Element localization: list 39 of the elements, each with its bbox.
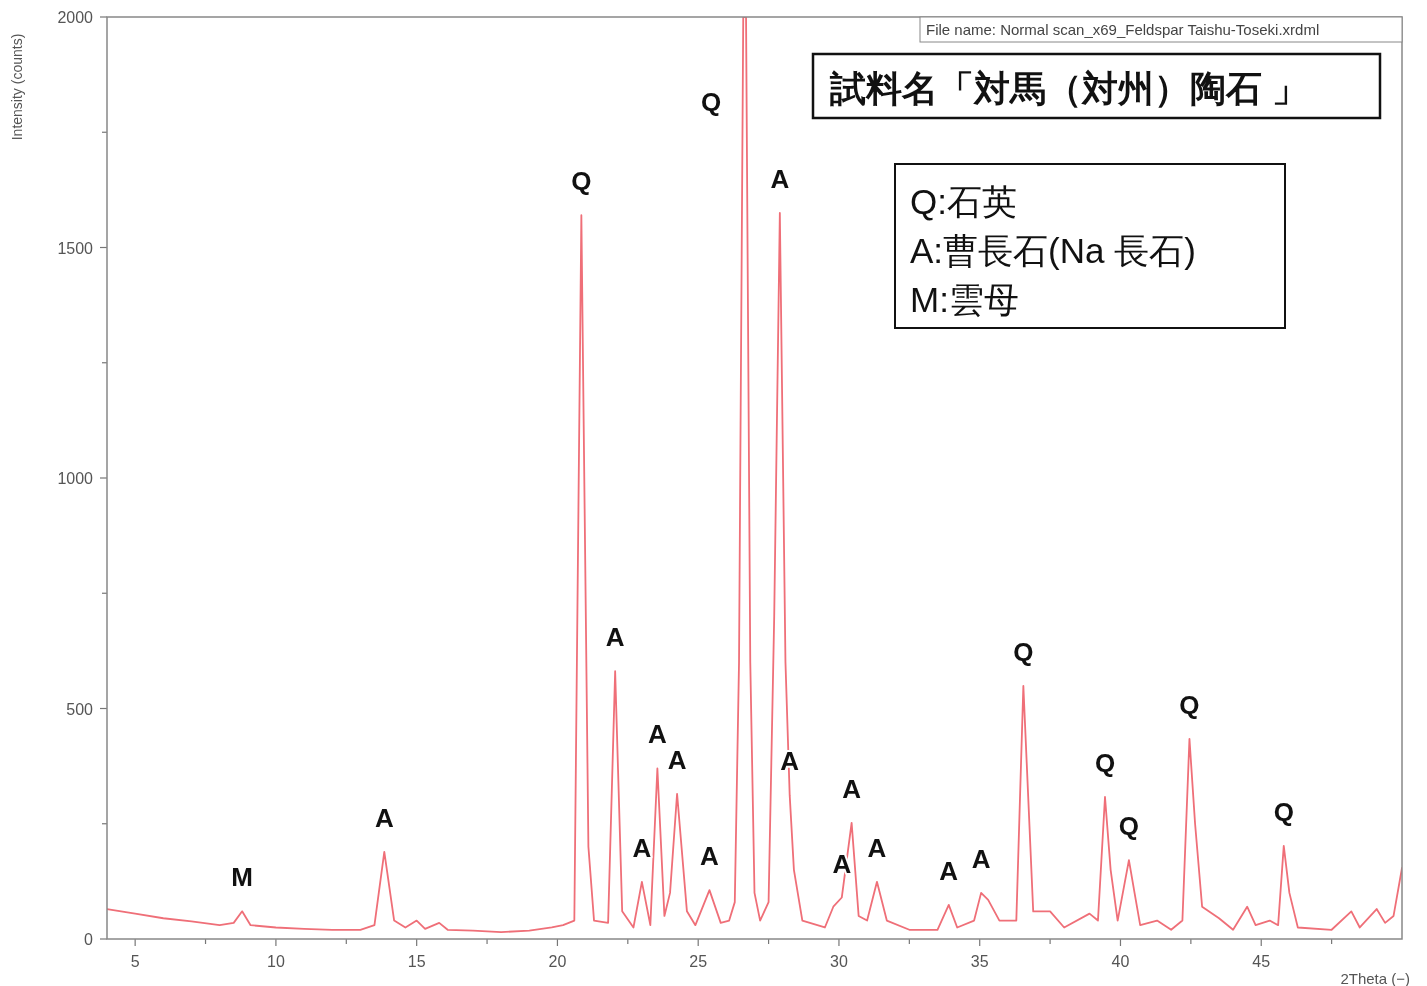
chart-title: 試料名「対馬（対州）陶石 」 bbox=[830, 68, 1309, 109]
x-tick-label: 5 bbox=[130, 953, 140, 970]
annotation: A bbox=[374, 802, 394, 833]
x-tick-label: 15 bbox=[407, 953, 426, 970]
x-tick-label: 20 bbox=[548, 953, 567, 970]
y-axis-title: Intensity (counts) bbox=[9, 33, 25, 141]
annotation: A bbox=[647, 719, 667, 750]
x-tick-label: 10 bbox=[267, 953, 285, 970]
annotation: File name: Normal scan_x69_Feldspar Taishu-Toseki.xrdml bbox=[926, 21, 1320, 38]
y-tick-label: 1000 bbox=[57, 470, 94, 487]
annotation: Q bbox=[1118, 811, 1140, 842]
x-tick-label: 25 bbox=[689, 953, 708, 970]
annotation: A bbox=[770, 163, 790, 194]
annotation: Q bbox=[1013, 636, 1034, 667]
y-tick-label: 0 bbox=[84, 931, 94, 948]
x-tick-label: 45 bbox=[1252, 953, 1271, 970]
annotation: A bbox=[971, 843, 991, 874]
y-tick-label: 1500 bbox=[57, 239, 94, 257]
annotation: Q bbox=[701, 87, 722, 117]
x-tick-label: 35 bbox=[970, 953, 989, 970]
annotation: Q:石英 bbox=[910, 182, 1017, 221]
y-tick-label: 2000 bbox=[57, 9, 94, 26]
annotation: M bbox=[231, 862, 253, 893]
x-tick-label: 30 bbox=[830, 953, 848, 970]
annotation: A bbox=[632, 832, 652, 863]
annotation: A bbox=[667, 744, 687, 775]
annotation: A bbox=[605, 622, 625, 653]
annotation: Q bbox=[1094, 748, 1116, 779]
x-tick-label: 40 bbox=[1111, 953, 1130, 970]
annotation: A bbox=[842, 773, 862, 804]
y-tick-label: 500 bbox=[66, 700, 94, 718]
annotation: A bbox=[700, 841, 720, 872]
annotation: A bbox=[867, 832, 887, 863]
annotation: M:雲母 bbox=[910, 280, 1019, 319]
annotation: Q bbox=[1273, 796, 1294, 827]
annotation: A:曹長石(Na 長石) bbox=[910, 231, 1196, 270]
annotation: Q bbox=[1179, 689, 1200, 720]
annotation: Q bbox=[571, 166, 592, 197]
annotation: A bbox=[939, 855, 959, 886]
